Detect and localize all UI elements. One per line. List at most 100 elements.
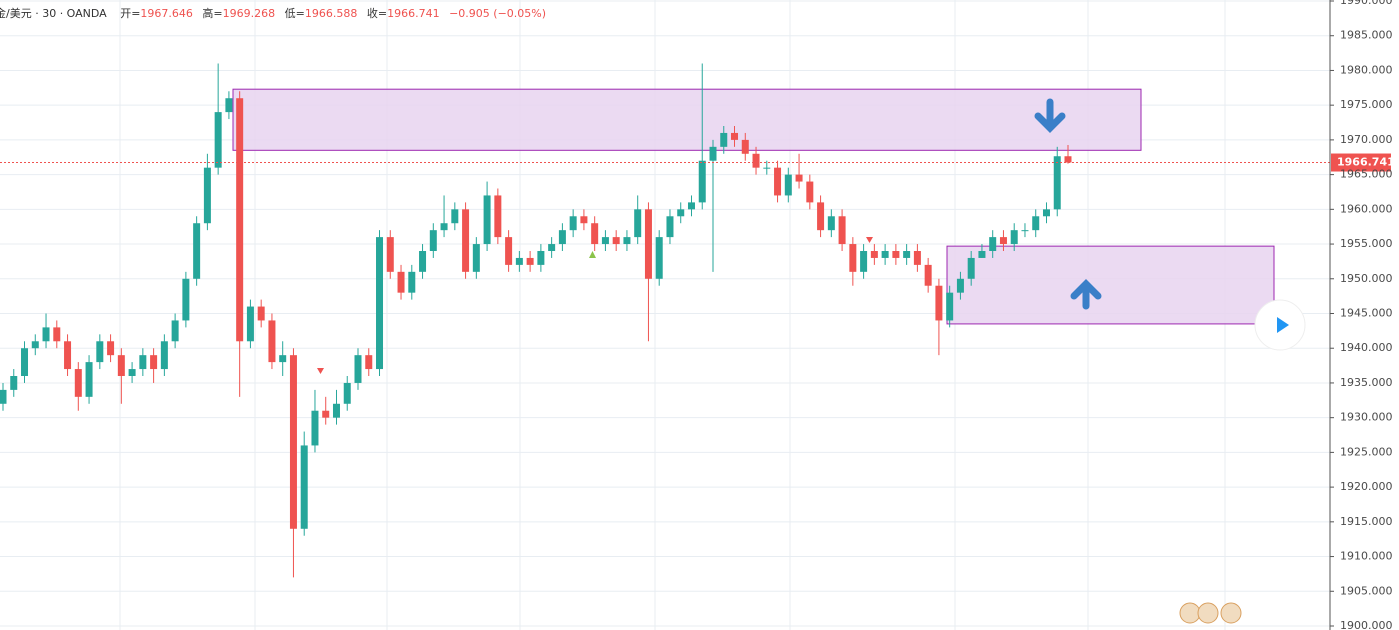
candle-body xyxy=(763,167,771,169)
candle-body xyxy=(408,271,416,293)
zone xyxy=(232,88,1142,151)
y-tick-label: 1980.000 xyxy=(1340,63,1393,76)
candle-body xyxy=(85,362,93,397)
header: 金/美元 · 30 · OANDA 开=1967.646 高=1969.268 … xyxy=(0,6,546,20)
candle-body xyxy=(881,251,889,258)
y-tick-label: 1930.000 xyxy=(1340,411,1393,424)
candle-body xyxy=(386,237,394,272)
event-icon[interactable] xyxy=(1179,602,1201,624)
candle-body xyxy=(569,216,577,231)
candle-body xyxy=(429,230,437,251)
y-tick-label: 1910.000 xyxy=(1340,550,1393,563)
candle-body xyxy=(311,410,319,446)
y-tick-label: 1915.000 xyxy=(1340,515,1393,528)
legend-value: 1966.741 xyxy=(387,7,440,20)
candle-body xyxy=(128,369,136,376)
y-tick-label: 1925.000 xyxy=(1340,445,1393,458)
candle-body xyxy=(612,237,620,245)
y-tick-label: 1985.000 xyxy=(1340,29,1393,42)
y-tick-label: 1920.000 xyxy=(1340,480,1393,493)
candle-body xyxy=(677,209,685,217)
legend-label: 开= xyxy=(120,7,140,20)
last-price-label: 1966.741 xyxy=(1337,156,1395,169)
candle-body xyxy=(924,264,932,286)
candle-body xyxy=(892,251,900,258)
y-tick-label: 1935.000 xyxy=(1340,376,1393,389)
down-arrow xyxy=(1034,98,1066,133)
candle-body xyxy=(246,306,254,342)
candle-body xyxy=(42,327,50,342)
candle-body xyxy=(343,382,351,404)
candle-body xyxy=(64,341,72,370)
candle-body xyxy=(752,153,760,168)
candle-body xyxy=(687,202,695,210)
candle-body xyxy=(731,132,739,140)
y-tick-label: 1900.000 xyxy=(1340,619,1393,630)
candle-body xyxy=(96,341,104,363)
signal-marker xyxy=(866,237,873,243)
event-icon[interactable] xyxy=(1220,602,1242,624)
candle-body xyxy=(806,181,814,203)
candle-body xyxy=(634,209,642,238)
symbol: 金/美元 · 30 · OANDA xyxy=(0,6,107,20)
candle-body xyxy=(214,112,222,168)
candle-body xyxy=(601,237,609,245)
candle-body xyxy=(1032,216,1040,231)
candle-body xyxy=(795,174,803,182)
event-icon[interactable] xyxy=(1197,602,1219,624)
candle-body xyxy=(462,209,470,272)
candle-body xyxy=(709,146,717,161)
candle-body xyxy=(666,216,674,238)
candle-body xyxy=(236,98,244,342)
candle-body xyxy=(160,341,168,370)
candle-body xyxy=(365,355,373,370)
candle-body xyxy=(849,244,857,272)
candle-body xyxy=(548,244,556,251)
signal-marker xyxy=(589,251,596,258)
candle-body xyxy=(419,251,427,272)
candle-body xyxy=(935,285,943,321)
candle-body xyxy=(139,355,147,370)
candle-body xyxy=(644,209,652,279)
candle-body xyxy=(591,223,599,245)
candle-body xyxy=(774,167,782,196)
candle-body xyxy=(1021,230,1029,232)
last-price-badge xyxy=(1331,153,1391,172)
candle-body xyxy=(580,216,588,224)
y-tick-label: 1955.000 xyxy=(1340,237,1393,250)
candle-body xyxy=(698,160,706,203)
legend-value: 1969.268 xyxy=(223,7,276,20)
candle-body xyxy=(300,445,308,529)
zones xyxy=(232,88,1275,325)
candle-body xyxy=(322,410,330,418)
candle-body xyxy=(74,369,82,397)
candle-body xyxy=(203,167,211,224)
legend-label: 低= xyxy=(285,7,305,20)
candle-body xyxy=(558,230,566,245)
candle-body xyxy=(989,237,997,251)
candle-body xyxy=(289,355,297,529)
candle-body xyxy=(10,376,18,390)
up-arrow xyxy=(1070,279,1102,310)
candle-body xyxy=(967,257,975,279)
candle-body xyxy=(1010,230,1018,245)
candle-body xyxy=(171,320,179,342)
candle-body xyxy=(483,195,491,245)
candle-body xyxy=(107,341,115,356)
candle-body xyxy=(623,237,631,245)
candle-body xyxy=(397,271,405,293)
y-tick-label: 1905.000 xyxy=(1340,584,1393,597)
candle-body xyxy=(913,251,921,265)
overlay: 1966.741 xyxy=(0,153,1395,172)
candle-body xyxy=(354,355,362,383)
candle-body xyxy=(526,257,534,265)
candle-body xyxy=(1064,156,1072,163)
candle-body xyxy=(946,292,954,321)
candle-body xyxy=(193,223,201,279)
y-tick-label: 1945.000 xyxy=(1340,307,1393,320)
candle-body xyxy=(817,202,825,231)
candle-body xyxy=(117,355,125,376)
candle-body xyxy=(1042,209,1050,217)
candle-body xyxy=(956,278,964,293)
